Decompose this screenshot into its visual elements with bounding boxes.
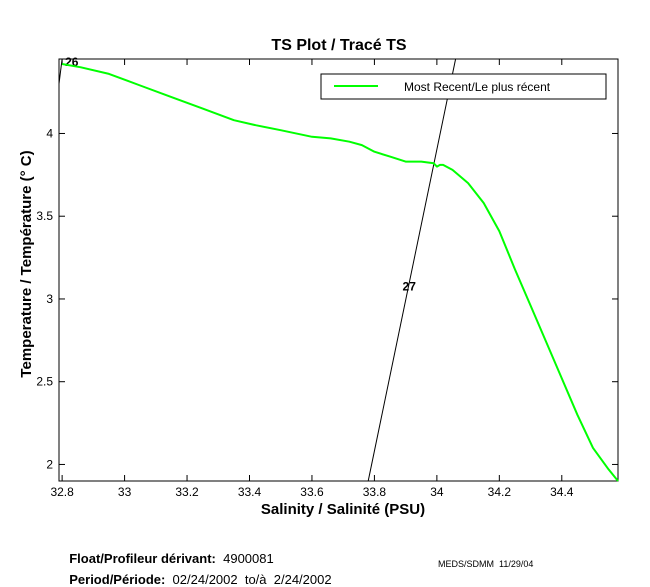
y-tick-label-1: 2.5 [36, 375, 53, 389]
x-axis-label: Salinity / Salinité (PSU) [261, 501, 425, 518]
float-number: 4900081 [223, 551, 274, 566]
y-tick-label-4: 4 [46, 126, 53, 140]
float-label: Float/Profileur dérivant: [69, 551, 216, 566]
tick-marks [59, 59, 618, 481]
x-tick-label-1: 33 [118, 485, 132, 499]
credit-stamp: MEDS/SDMM 11/29/04 [438, 559, 534, 569]
x-tick-label-6: 34 [430, 485, 444, 499]
y-tick-label-0: 2 [46, 457, 53, 471]
isopycnal-line-26 [58, 58, 63, 84]
float-info: Float/Profileur dérivant: 4900081 [62, 536, 274, 566]
legend-label: Most Recent/Le plus récent [404, 80, 551, 94]
y-tick-label-2: 3 [46, 292, 53, 306]
series-line-most-recent [61, 63, 619, 482]
period-info: Period/Période: 02/24/2002 to/à 2/24/200… [62, 557, 331, 587]
x-tick-label-7: 34.2 [488, 485, 512, 499]
y-axis-label: Temperature / Température (° C) [18, 150, 35, 377]
tick-labels: 32.8 33 33.2 33.4 33.6 33.8 34 34.2 34.4 2 2.5 3 3.5… [36, 126, 573, 499]
y-tick-label-3: 3.5 [36, 209, 53, 223]
isopycnal-line-27 [367, 58, 457, 482]
plot-frame [58, 58, 619, 482]
x-tick-label-8: 34.4 [550, 485, 574, 499]
series-lines [61, 63, 619, 482]
x-tick-label-3: 33.4 [238, 485, 262, 499]
x-tick-label-5: 33.8 [363, 485, 387, 499]
chart-title: TS Plot / Tracé TS [271, 37, 406, 54]
legend: Most Recent/Le plus récent [320, 73, 607, 100]
x-tick-label-0: 32.8 [50, 485, 74, 499]
x-tick-label-4: 33.6 [300, 485, 324, 499]
isopycnal-label-27: 27 [403, 280, 417, 294]
x-tick-label-2: 33.2 [175, 485, 199, 499]
